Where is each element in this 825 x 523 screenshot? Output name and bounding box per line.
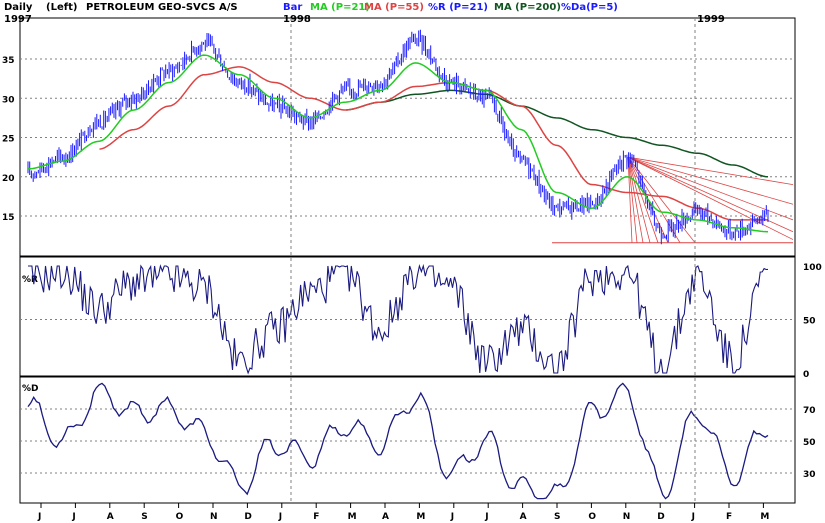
month-label: A [520,512,527,522]
period-label: Daily [4,2,33,13]
pct-r-tick-label: 50 [803,317,816,327]
legend-entry: MA (P=55) [364,2,424,13]
gann-fan-line [627,157,638,243]
gann-fan-line [627,156,794,205]
year-label-1998: 1998 [283,14,311,25]
gann-fan-line [627,156,794,240]
month-label: A [107,512,114,522]
legend-entry: %R (P=21) [428,2,488,13]
month-label: O [176,512,184,522]
pct-r-tick-label: 100 [803,263,822,273]
month-label: N [623,512,631,522]
month-label: N [210,512,218,522]
pct-d-tick-label: 50 [803,438,816,448]
gann-fan-lines [552,156,794,244]
legend-entry: MA (P=200) [494,2,561,13]
price-axis: 35 30 25 20 15 [2,56,15,223]
pct-d-label: %D [22,384,39,394]
pct-r-frame [19,256,796,377]
month-label: D [657,512,664,522]
month-label: M [416,512,425,522]
ma21-line [27,54,769,233]
month-label: O [588,512,596,522]
pct-d-tick-label: 30 [803,470,816,480]
month-label: S [554,512,560,522]
price-panel: 35 30 25 20 15 [2,17,796,257]
pct-r-panel: %R 100 50 0 [19,256,822,380]
month-label: J [691,512,695,522]
month-label: S [141,512,147,522]
gann-fan-line [627,156,794,185]
gann-fan-line [627,156,659,243]
legend-entry: MA (P=21) [310,2,370,13]
month-label: F [726,512,732,522]
gann-fan-line [627,156,794,221]
pct-r-line [28,263,769,375]
month-label: F [313,512,319,522]
price-tick-label: 35 [2,56,15,66]
price-tick-label: 20 [2,174,15,184]
pct-r-label: %R [22,275,38,285]
year-label-1999: 1999 [697,14,725,25]
gann-fan-line [627,157,644,243]
pct-d-line [27,382,769,500]
pct-d-panel: %D 70 50 30 [19,376,816,504]
pct-r-tick-label: 0 [803,370,809,380]
month-label: J [37,512,41,522]
legend: Bar MA (P=21)MA (P=55) %R (P=21) MA (P=200)… [283,2,618,13]
pct-d-axis: 70 50 30 [803,406,816,480]
month-label: J [278,512,282,522]
year-dividers [290,18,696,503]
price-tick-label: 15 [2,213,15,223]
ma200-line [346,89,769,178]
year-label-1997: 1997 [4,14,32,25]
month-label: A [382,512,389,522]
legend-entry: %Da(P=5) [561,2,618,13]
pct-d-tick-label: 70 [803,406,816,416]
month-label: M [760,512,769,522]
price-tick-label: 30 [2,95,15,105]
gann-fan-line [627,157,633,243]
month-label: D [244,512,251,522]
month-label: J [450,512,454,522]
chart-title: PETROLEUM GEO-SVCS A/S [86,2,238,13]
pct-d-frame [19,376,796,504]
ma55-line [99,66,768,221]
gann-fan-line [627,157,651,243]
price-tick-label: 25 [2,135,15,145]
price-grid [20,58,795,217]
month-label: J [71,512,75,522]
legend-entry: Bar [283,2,302,13]
month-label: M [348,512,357,522]
pct-d-grid [20,408,795,474]
month-label: J [484,512,488,522]
pct-r-axis: 100 50 0 [803,263,822,380]
scale-label: (Left) [46,2,77,13]
chart-header: Daily (Left) PETROLEUM GEO-SVCS A/S 1997… [4,2,725,25]
